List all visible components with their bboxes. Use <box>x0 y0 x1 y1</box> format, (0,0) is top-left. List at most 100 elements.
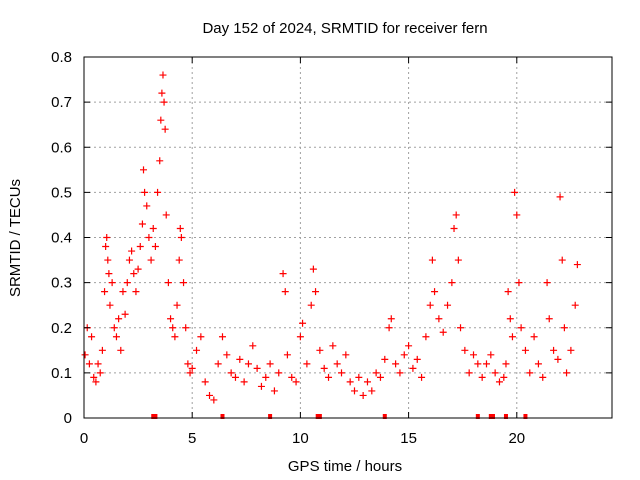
data-point <box>210 396 218 404</box>
data-point <box>160 98 168 106</box>
data-point <box>158 89 166 97</box>
data-point <box>121 310 129 318</box>
y-axis-label: SRMTID / TECUs <box>7 179 24 297</box>
data-point <box>288 373 296 381</box>
data-point <box>573 261 581 269</box>
data-point <box>94 360 102 368</box>
gap-marker <box>151 414 156 419</box>
data-point <box>279 270 287 278</box>
data-point <box>329 342 337 350</box>
data-point <box>526 369 534 377</box>
data-point <box>316 346 324 354</box>
y-tick-label: 0.6 <box>51 139 72 156</box>
data-point <box>521 346 529 354</box>
data-point <box>381 355 389 363</box>
data-point <box>201 378 209 386</box>
gap-marker <box>503 414 508 419</box>
data-point <box>296 333 304 341</box>
data-point <box>164 279 172 287</box>
gap-marker <box>268 414 273 419</box>
data-point <box>161 125 169 133</box>
data-point <box>346 378 354 386</box>
data-point <box>188 364 196 372</box>
gap-marker <box>523 414 528 419</box>
y-tick-label: 0.2 <box>51 320 72 337</box>
data-point <box>307 301 315 309</box>
data-point <box>530 333 538 341</box>
data-point <box>495 378 503 386</box>
data-point <box>119 288 127 296</box>
data-point <box>177 234 185 241</box>
data-point <box>333 360 341 368</box>
y-tick-label: 0 <box>64 410 72 427</box>
data-point <box>103 234 111 241</box>
data-point <box>454 256 462 264</box>
data-point <box>134 265 142 273</box>
data-point <box>223 351 231 359</box>
data-point <box>487 351 495 359</box>
data-point <box>141 188 149 196</box>
data-point <box>567 346 575 354</box>
x-axis-label: GPS time / hours <box>288 458 402 475</box>
data-point <box>105 270 113 278</box>
data-point <box>511 188 519 196</box>
data-point <box>167 315 175 323</box>
data-point <box>534 360 542 368</box>
data-point <box>180 279 188 287</box>
data-point <box>571 301 579 309</box>
data-point <box>515 279 523 287</box>
data-point <box>558 256 566 264</box>
data-point <box>461 346 469 354</box>
data-point <box>253 364 261 372</box>
data-point <box>545 315 553 323</box>
gap-marker <box>490 414 495 419</box>
data-point <box>227 369 235 377</box>
data-point <box>96 369 104 377</box>
data-point <box>506 315 514 323</box>
data-point <box>132 288 140 296</box>
data-point <box>108 279 116 287</box>
data-point <box>90 373 98 381</box>
data-point <box>92 378 100 386</box>
data-point <box>303 360 311 368</box>
data-point <box>249 342 257 350</box>
data-point <box>431 288 439 296</box>
data-point <box>309 265 317 273</box>
data-point <box>435 315 443 323</box>
data-point <box>508 333 516 341</box>
data-point <box>502 360 510 368</box>
x-tick-label: 5 <box>188 430 196 447</box>
grid-lines <box>84 57 612 418</box>
data-point <box>543 279 551 287</box>
data-point <box>418 373 426 381</box>
data-gap-markers <box>151 414 528 419</box>
data-point <box>539 373 547 381</box>
data-point <box>112 333 120 341</box>
data-point <box>376 373 384 381</box>
data-point <box>130 270 138 278</box>
data-point <box>140 166 148 174</box>
data-point <box>500 373 508 381</box>
data-point <box>175 256 183 264</box>
data-point <box>426 301 434 309</box>
data-point <box>214 360 222 368</box>
data-point <box>450 224 458 232</box>
data-point <box>325 373 333 381</box>
data-point <box>320 364 328 372</box>
data-point <box>517 324 525 332</box>
data-point <box>338 369 346 377</box>
data-point <box>372 369 380 377</box>
x-tick-label: 20 <box>508 430 525 447</box>
gap-marker <box>382 414 387 419</box>
data-point <box>159 71 167 79</box>
data-point <box>262 373 270 381</box>
data-point <box>387 315 395 323</box>
data-point <box>350 387 358 395</box>
data-point <box>102 243 110 251</box>
data-point <box>422 333 430 341</box>
data-point <box>413 355 421 363</box>
data-point <box>409 364 417 372</box>
gap-marker <box>315 414 320 419</box>
gap-marker <box>220 414 225 419</box>
